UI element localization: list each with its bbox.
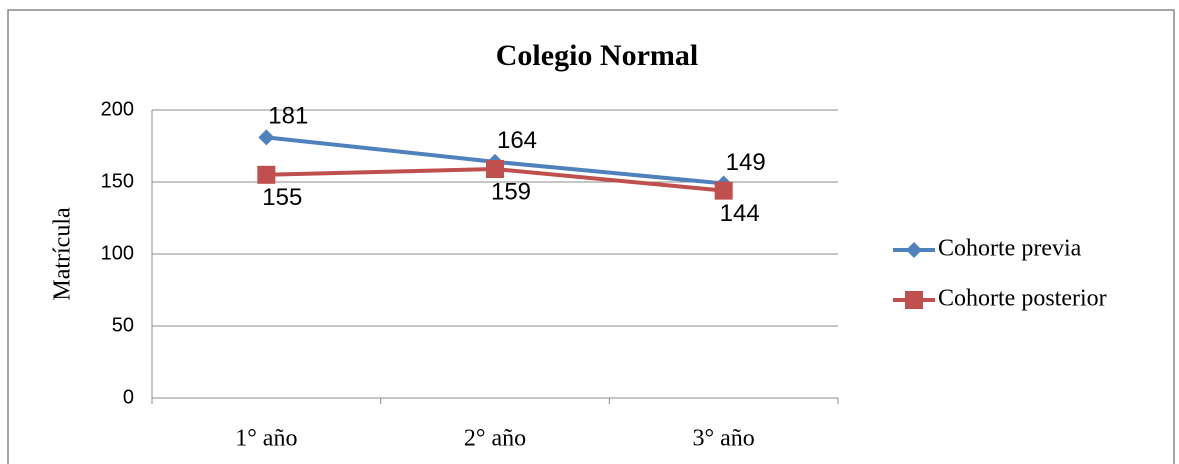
point <box>258 129 275 146</box>
point <box>257 165 276 184</box>
data-label: 149 <box>726 149 766 176</box>
y-tick-label: 150 <box>101 170 134 192</box>
legend-label: Cohorte previa <box>938 236 1082 262</box>
y-tick-label: 0 <box>123 386 134 408</box>
legend-marker <box>905 291 923 309</box>
y-tick-label: 200 <box>101 98 134 120</box>
x-tick-label: 3° año <box>693 426 755 452</box>
data-label: 155 <box>262 184 302 211</box>
y-tick-label: 50 <box>112 314 134 336</box>
point <box>714 181 733 200</box>
x-tick-label: 1° año <box>235 426 297 452</box>
legend-label: Cohorte posterior <box>938 286 1107 312</box>
chart-title: Colegio Normal <box>496 39 698 72</box>
data-label: 144 <box>720 200 760 227</box>
data-label: 181 <box>268 103 308 130</box>
y-tick-label: 100 <box>101 242 134 264</box>
point <box>486 160 504 179</box>
y-axis-label: Matrícula <box>50 207 76 301</box>
data-label: 159 <box>491 178 531 205</box>
legend-marker <box>906 242 922 258</box>
x-tick-label: 2° año <box>464 426 526 452</box>
data-label: 164 <box>497 127 537 154</box>
chart-frame <box>7 9 1175 464</box>
